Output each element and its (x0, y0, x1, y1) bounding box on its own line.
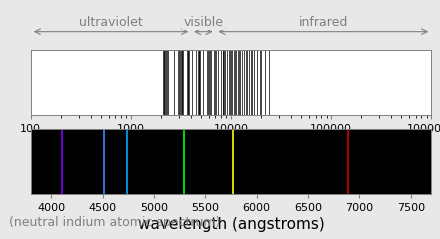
Text: visible: visible (183, 16, 224, 29)
X-axis label: wavelength (angstroms): wavelength (angstroms) (138, 217, 324, 232)
Text: (neutral indium atomic spectrum): (neutral indium atomic spectrum) (9, 217, 220, 229)
X-axis label: wavelength (angstroms): wavelength (angstroms) (138, 138, 324, 153)
Text: infrared: infrared (299, 16, 348, 29)
Text: ultraviolet: ultraviolet (79, 16, 143, 29)
